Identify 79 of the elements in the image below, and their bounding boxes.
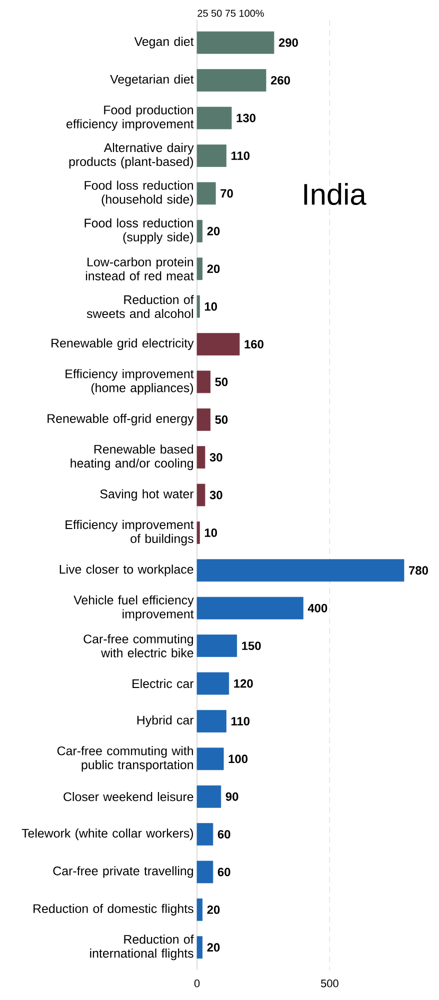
y-tick-label: Renewable based heating and/or cooling: [70, 444, 193, 470]
data-label: 30: [210, 453, 222, 462]
data-label: 100: [228, 754, 248, 764]
y-tick-label: Vegan diet: [134, 36, 194, 48]
data-label: 10: [204, 302, 217, 311]
bar: [196, 785, 222, 808]
y-tick-label: Closer weekend leisure: [64, 792, 194, 802]
data-label: 60: [218, 868, 230, 876]
y-tick-label: Low-carbon protein instead of red meat: [86, 257, 194, 280]
bar: [196, 748, 224, 770]
data-label: 20: [207, 264, 220, 274]
y-tick-label: Renewable off-grid energy: [48, 414, 194, 426]
bar: [196, 559, 404, 582]
y-tick-label: Efficiency improvement of buildings: [66, 520, 194, 546]
x-tick-label: 0: [194, 980, 200, 988]
data-label: 20: [207, 905, 220, 914]
bar: [196, 898, 203, 921]
y-tick-label: Alternative dairy products (plant-based): [69, 142, 194, 168]
bar: [196, 710, 226, 732]
y-tick-label: Car-free commuting with electric bike: [84, 634, 194, 658]
data-label: 10: [204, 528, 217, 537]
y-tick-label: Telework (white collar workers): [22, 828, 194, 840]
data-label: 20: [207, 226, 220, 236]
data-label: 120: [234, 679, 253, 688]
y-tick-label: Renewable grid electricity: [52, 338, 194, 350]
y-tick-label: Electric car: [132, 678, 194, 688]
data-label: 130: [236, 114, 256, 122]
bar: [196, 295, 200, 318]
bar: [196, 106, 232, 130]
y-tick-label: Car-free commuting with public transportation: [57, 746, 193, 772]
data-label: 400: [308, 604, 328, 612]
y-tick-label: Reduction of international flights: [90, 934, 194, 960]
bar: [196, 333, 240, 356]
y-tick-label: Vegetarian diet: [110, 74, 194, 86]
y-tick-label: Efficiency improvement (home appliances): [66, 369, 194, 395]
y-tick-label: Reduction of domestic flights: [34, 904, 194, 916]
bar: [196, 823, 214, 846]
y-tick-label: Hybrid car: [137, 715, 194, 727]
bar: [196, 634, 238, 657]
y-tick-label: Vehicle fuel efficiency improvement: [74, 595, 194, 621]
bar: [196, 258, 203, 280]
data-label: 260: [270, 76, 290, 85]
bar: [196, 370, 210, 394]
x-tick-label: 500: [320, 980, 338, 988]
bar: [196, 484, 206, 506]
data-label: 110: [231, 151, 250, 160]
data-label: 160: [244, 340, 264, 348]
bar: [196, 860, 214, 884]
data-label: 70: [220, 189, 233, 198]
data-label: 290: [278, 38, 298, 47]
y-tick-label: Food loss reduction (supply side): [84, 218, 194, 244]
data-label: 60: [218, 830, 230, 839]
bar: [196, 672, 230, 695]
data-label: 50: [215, 415, 228, 424]
y-tick-label: Food production efficiency improvement: [66, 105, 194, 131]
y-tick-label: Reduction of sweets and alcohol: [86, 294, 194, 318]
bar: [196, 69, 266, 92]
bar: [196, 220, 203, 242]
data-label: 20: [207, 943, 220, 952]
data-label: 90: [226, 792, 238, 801]
bar: [196, 446, 206, 469]
annotation: India: [304, 183, 366, 205]
data-label: 110: [231, 716, 250, 726]
y-tick-label: Live closer to workplace: [60, 564, 194, 576]
data-label: 50: [215, 378, 228, 386]
bar: [196, 596, 304, 620]
data-label: 150: [242, 642, 261, 650]
bar: [196, 522, 200, 544]
bar: [196, 936, 203, 959]
bar: [196, 182, 216, 205]
y-tick-label: Car-free private travelling: [53, 866, 193, 878]
y-tick-label: Saving hot water: [100, 489, 194, 501]
y-tick-label: Food loss reduction (household side): [84, 180, 194, 206]
bar: [196, 408, 210, 431]
data-label: 780: [409, 566, 428, 575]
data-label: 30: [210, 490, 222, 500]
text: 25 50 75 100%: [198, 10, 264, 17]
bar: [196, 31, 274, 54]
bar: [196, 144, 226, 167]
